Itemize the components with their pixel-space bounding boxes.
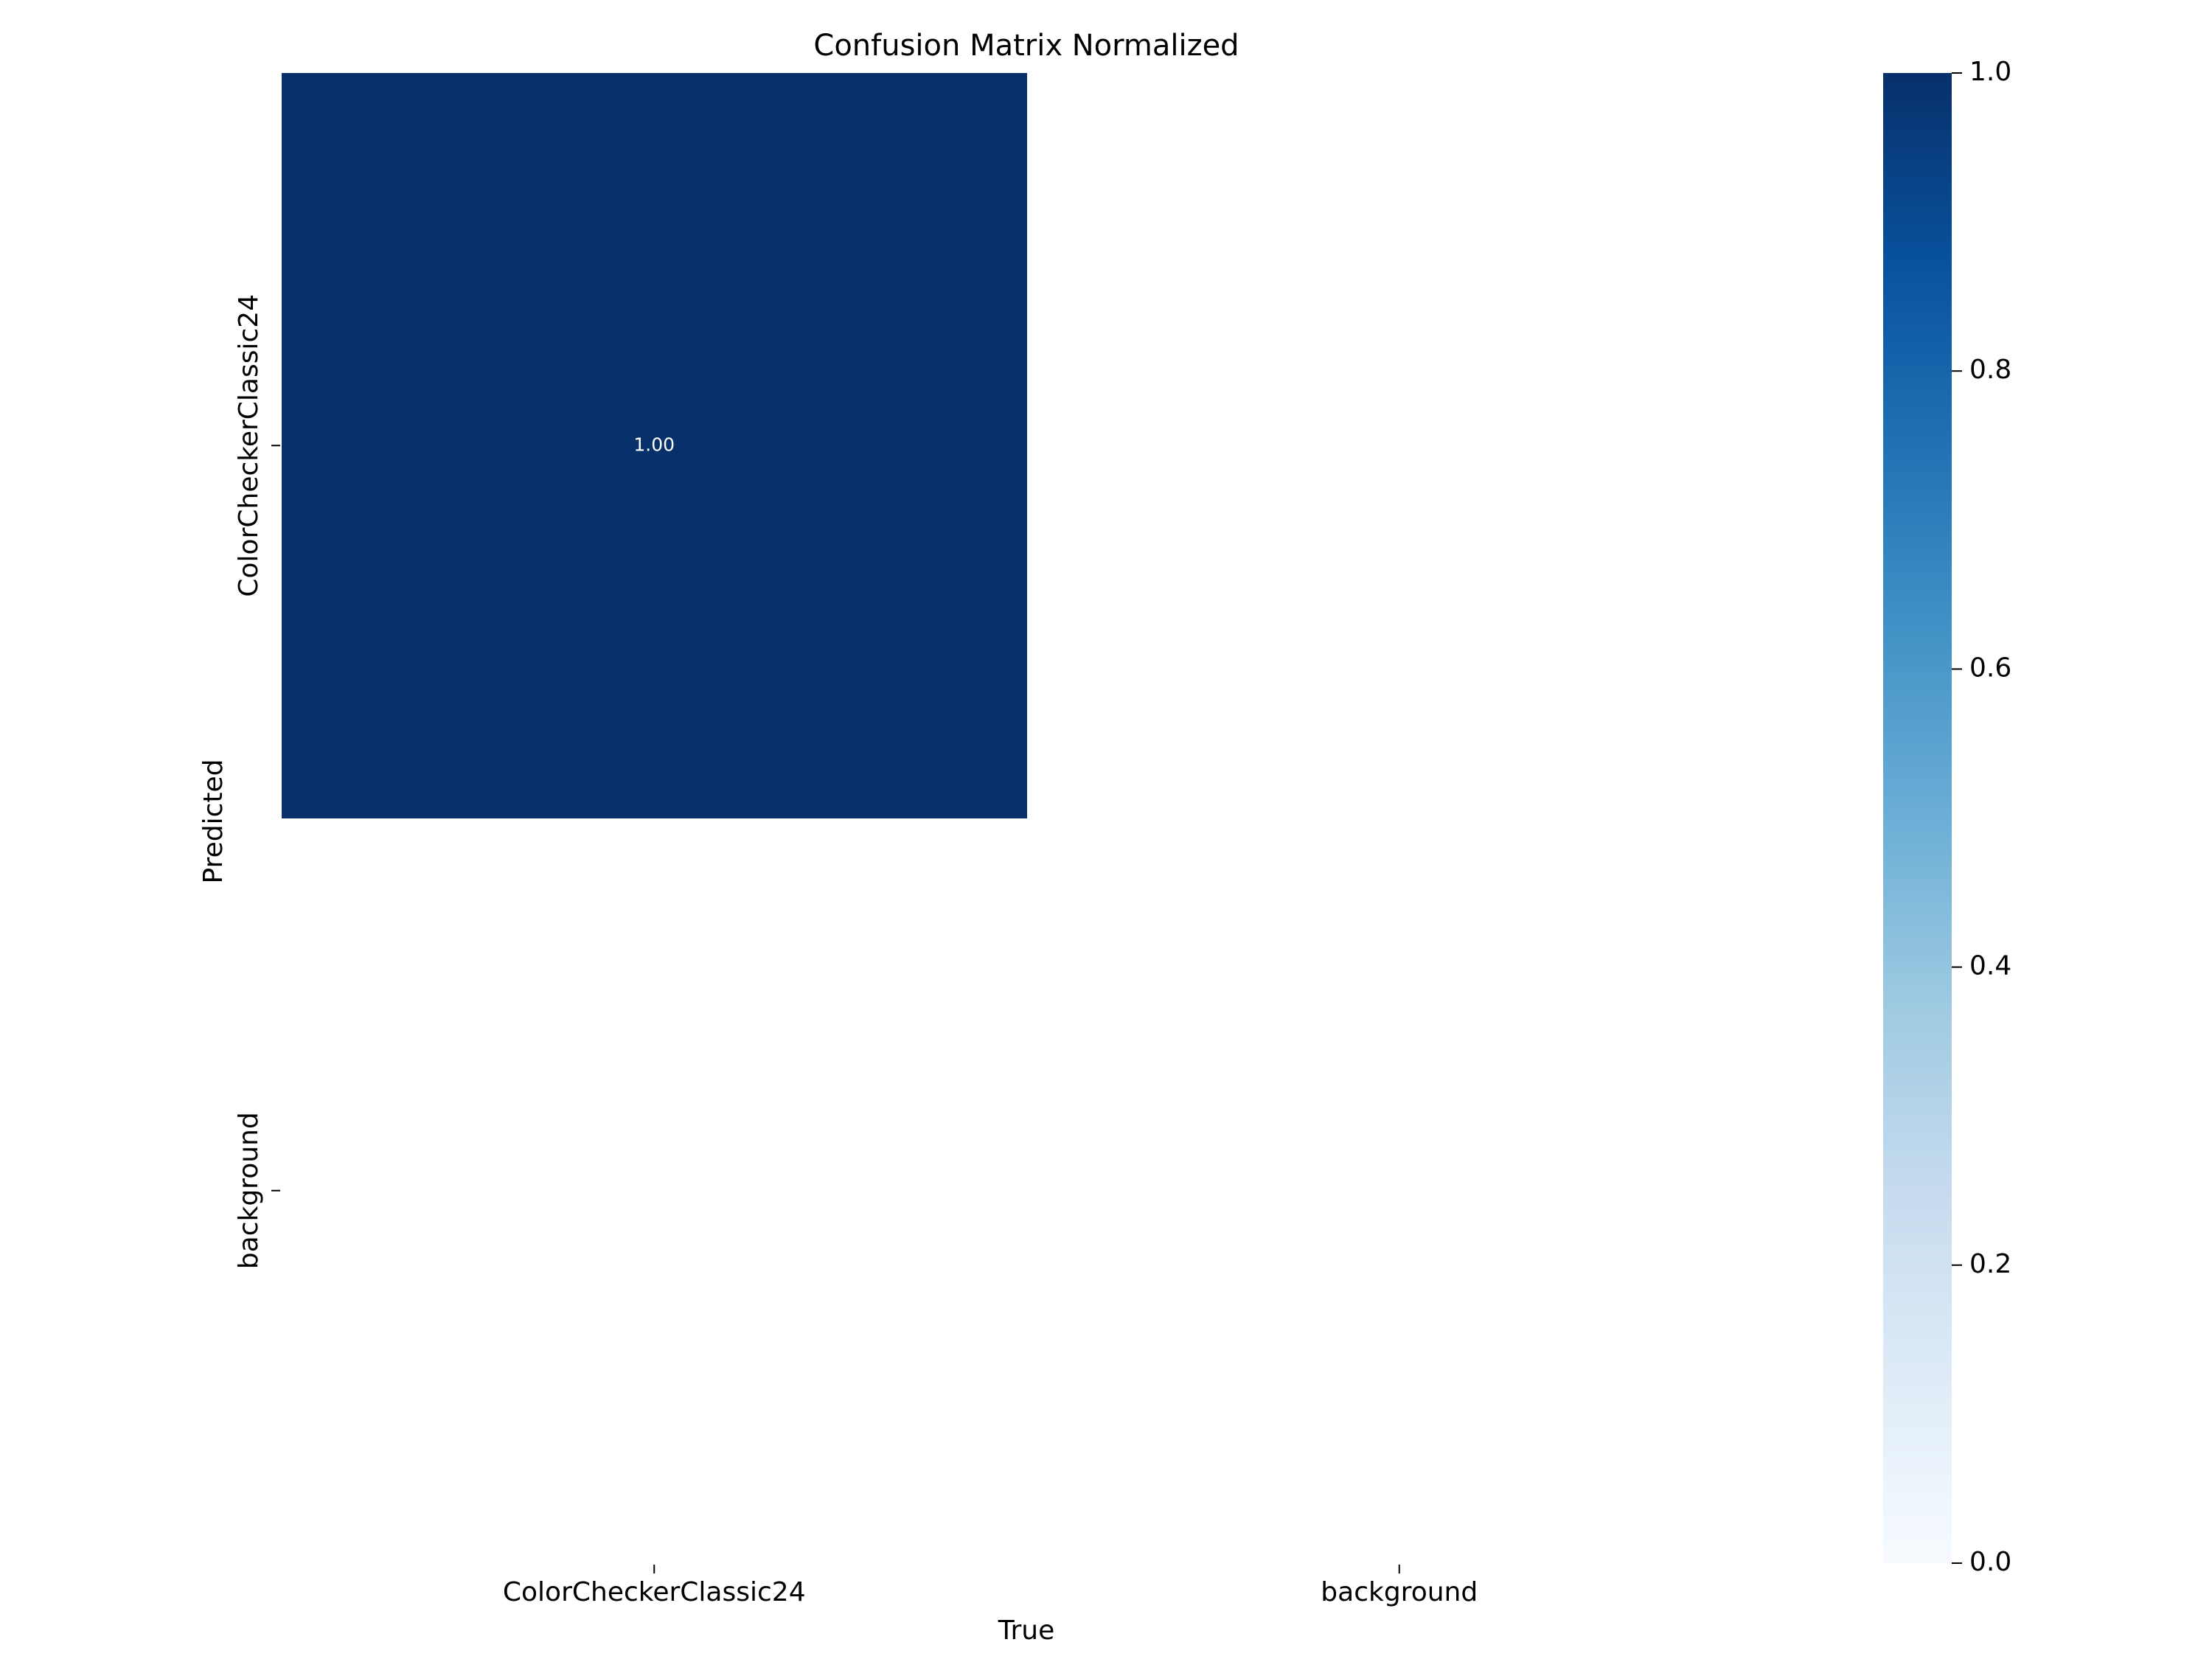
colorbar-tick-label: 0.4	[1969, 951, 2011, 981]
chart-title: Confusion Matrix Normalized	[813, 29, 1239, 63]
colorbar-tick-label: 0.8	[1969, 355, 2011, 385]
colorbar-tick-label: 0.0	[1969, 1547, 2011, 1577]
y-tick-label: ColorCheckerClassic24	[234, 294, 264, 597]
x-axis-title: True	[998, 1615, 1054, 1646]
heatmap-cell	[282, 73, 1027, 818]
colorbar-tick-label: 0.2	[1969, 1249, 2011, 1279]
x-tick-label: ColorCheckerClassic24	[503, 1577, 806, 1607]
colorbar-tick-label: 1.0	[1969, 57, 2011, 87]
cell-label: 1.00	[633, 434, 675, 455]
colorbar	[1883, 73, 1952, 1563]
x-tick-label: background	[1321, 1577, 1478, 1607]
colorbar-tick-label: 0.6	[1969, 653, 2011, 683]
y-tick-label: background	[234, 1112, 264, 1269]
y-axis-title: Predicted	[198, 759, 229, 884]
